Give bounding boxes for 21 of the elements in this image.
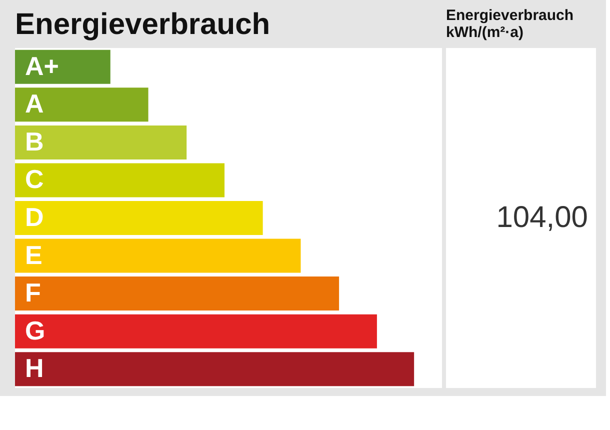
bar: [15, 50, 110, 84]
y-tick-label: A+: [25, 50, 59, 81]
bar: [15, 88, 148, 122]
bar: [15, 276, 340, 311]
bar: [15, 352, 414, 386]
bar: [15, 201, 263, 235]
y-tick-label: D: [25, 202, 44, 232]
y-tick-label: C: [25, 164, 44, 194]
y2-axis-title: Energieverbrauch kWh/(m²·a): [446, 7, 574, 41]
y-tick-label: G: [25, 315, 46, 346]
y-tick-label: H: [25, 353, 44, 384]
bar: [15, 163, 225, 198]
bar: [15, 238, 301, 273]
bar: [15, 125, 187, 160]
y-tick-label: F: [25, 278, 41, 308]
chart-title: Energieverbrauch: [15, 8, 270, 41]
y-tick-label: A: [25, 88, 44, 119]
text: 104,00: [496, 201, 588, 234]
bar: [15, 314, 377, 348]
y-tick-label: B: [25, 126, 44, 156]
y-tick-label: E: [25, 240, 42, 270]
